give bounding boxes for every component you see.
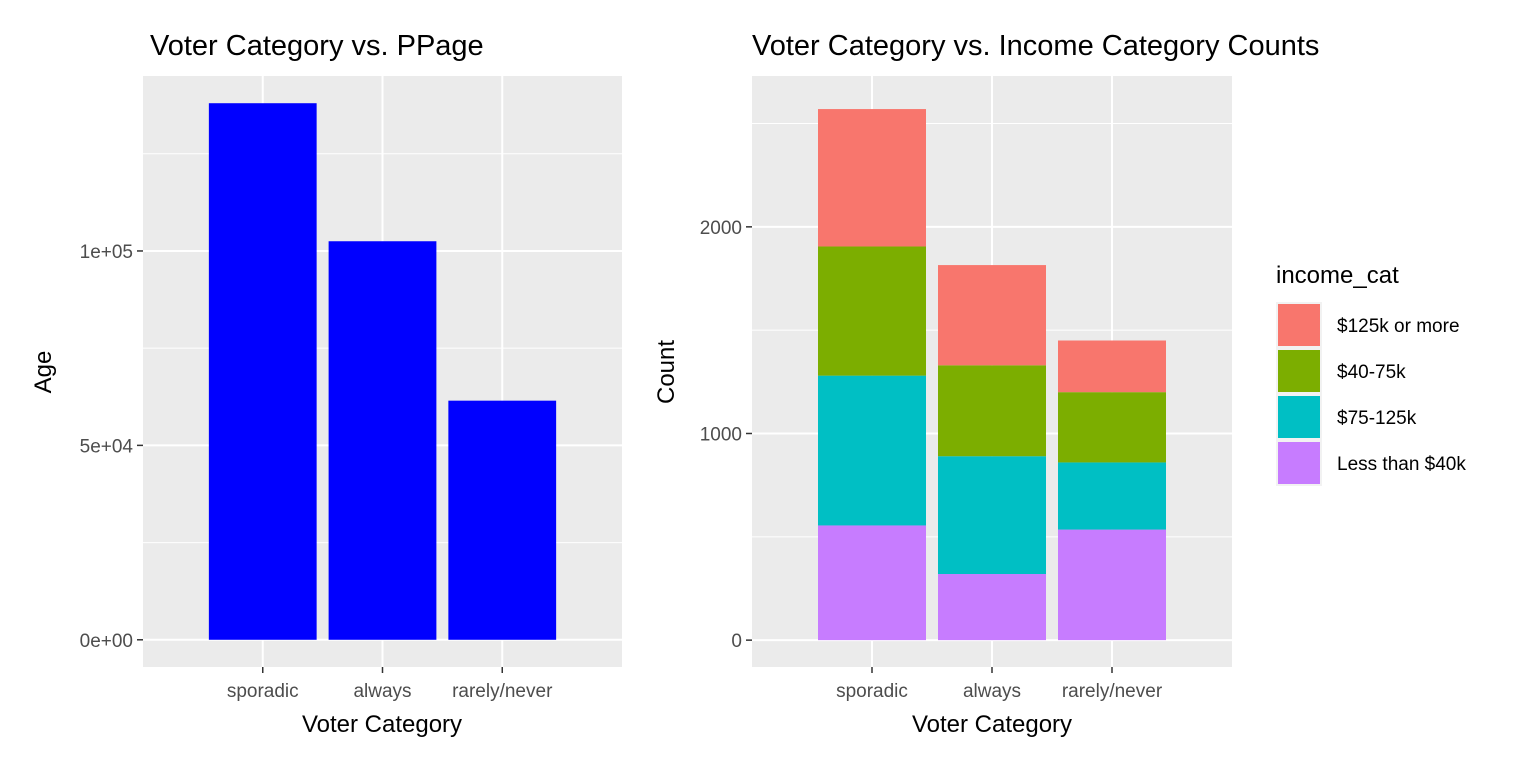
- income-chart-bar-segment: [938, 365, 1046, 457]
- income-chart-bar-segment: [818, 375, 926, 526]
- age-chart-y-tick-label: 5e+04: [80, 436, 134, 457]
- age-chart-title: Voter Category vs. PPage: [150, 30, 484, 62]
- income-chart-x-tick-label: always: [963, 681, 1021, 702]
- income-chart-bar-segment: [1058, 392, 1166, 463]
- income-chart-bar-segment: [938, 574, 1046, 641]
- age-chart-bar: [448, 400, 557, 640]
- income-legend-title: income_cat: [1276, 262, 1399, 289]
- income-legend: income_cat $125k or more $40-75k $75-125k L…: [1276, 262, 1466, 486]
- income-chart-y-tick-label: 2000: [700, 218, 742, 239]
- age-chart-y-tick-label: 0e+00: [80, 631, 133, 652]
- income-chart-y-axis-title: Count: [653, 340, 680, 404]
- legend-key-swatch: [1278, 442, 1320, 484]
- legend-item: $125k or more: [1276, 302, 1460, 348]
- income-chart-bar-segment: [1058, 529, 1166, 641]
- legend-item: $75-125k: [1276, 394, 1417, 440]
- income-chart-x-tick-label: rarely/never: [1062, 681, 1163, 702]
- income-chart-bar-segment: [938, 265, 1046, 366]
- income-chart-bar-segment: [938, 456, 1046, 575]
- age-chart-x-tick-label: always: [353, 681, 411, 702]
- age-chart-bar: [208, 103, 317, 640]
- income-chart-x-axis-title: Voter Category: [912, 711, 1072, 738]
- income-chart-y-tick-label: 1000: [700, 424, 742, 445]
- income-legend-items: $125k or more $40-75k $75-125k Less than $4…: [1276, 302, 1466, 486]
- legend-key-swatch: [1278, 304, 1320, 346]
- income-chart-bars: [818, 109, 1166, 641]
- legend-label: $40-75k: [1337, 362, 1406, 383]
- age-chart-bar: [328, 241, 437, 640]
- legend-item: $40-75k: [1276, 348, 1406, 394]
- legend-item: Less than $40k: [1276, 440, 1466, 486]
- income-chart-bar-segment: [1058, 340, 1166, 393]
- legend-label: Less than $40k: [1337, 454, 1466, 475]
- age-chart-y-tick-label: 1e+05: [80, 242, 133, 263]
- legend-label: $125k or more: [1337, 316, 1460, 337]
- income-chart-bar-segment: [818, 109, 926, 247]
- income-chart-bar-segment: [818, 525, 926, 641]
- age-chart-bars: [208, 103, 557, 640]
- income-chart-bar-segment: [818, 246, 926, 376]
- legend-label: $75-125k: [1337, 408, 1417, 429]
- age-chart-y-axis-title: Age: [30, 351, 57, 394]
- income-chart-title: Voter Category vs. Income Category Count…: [752, 30, 1319, 62]
- age-chart-ticks: 0e+00 5e+04 1e+05 sporadic always rarely/neve…: [80, 242, 553, 702]
- income-chart-ticks: 0 1000 2000 sporadic always rarely/never: [700, 218, 1163, 702]
- income-chart-bar-segment: [1058, 462, 1166, 530]
- age-chart-x-tick-label: rarely/never: [452, 681, 553, 702]
- legend-key-swatch: [1278, 350, 1320, 392]
- income-chart: Voter Category vs. Income Category Count…: [653, 30, 1466, 738]
- legend-key-swatch: [1278, 396, 1320, 438]
- income-chart-x-tick-label: sporadic: [836, 681, 908, 702]
- income-chart-y-tick-label: 0: [731, 631, 742, 652]
- age-chart-x-tick-label: sporadic: [227, 681, 299, 702]
- age-chart-x-axis-title: Voter Category: [302, 711, 462, 738]
- age-chart: Voter Category vs. PPage 0e+00 5e+04 1e+05…: [30, 30, 622, 738]
